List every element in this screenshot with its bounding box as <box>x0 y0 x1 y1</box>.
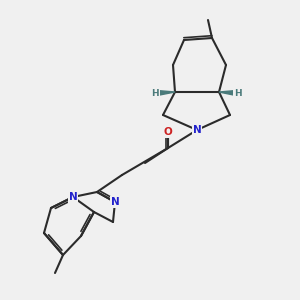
Text: H: H <box>151 88 159 98</box>
Polygon shape <box>157 91 175 95</box>
Text: H: H <box>234 88 242 98</box>
Text: O: O <box>164 127 172 137</box>
Polygon shape <box>219 91 236 95</box>
Text: N: N <box>69 192 77 202</box>
Text: N: N <box>193 125 201 135</box>
Text: N: N <box>111 197 119 207</box>
